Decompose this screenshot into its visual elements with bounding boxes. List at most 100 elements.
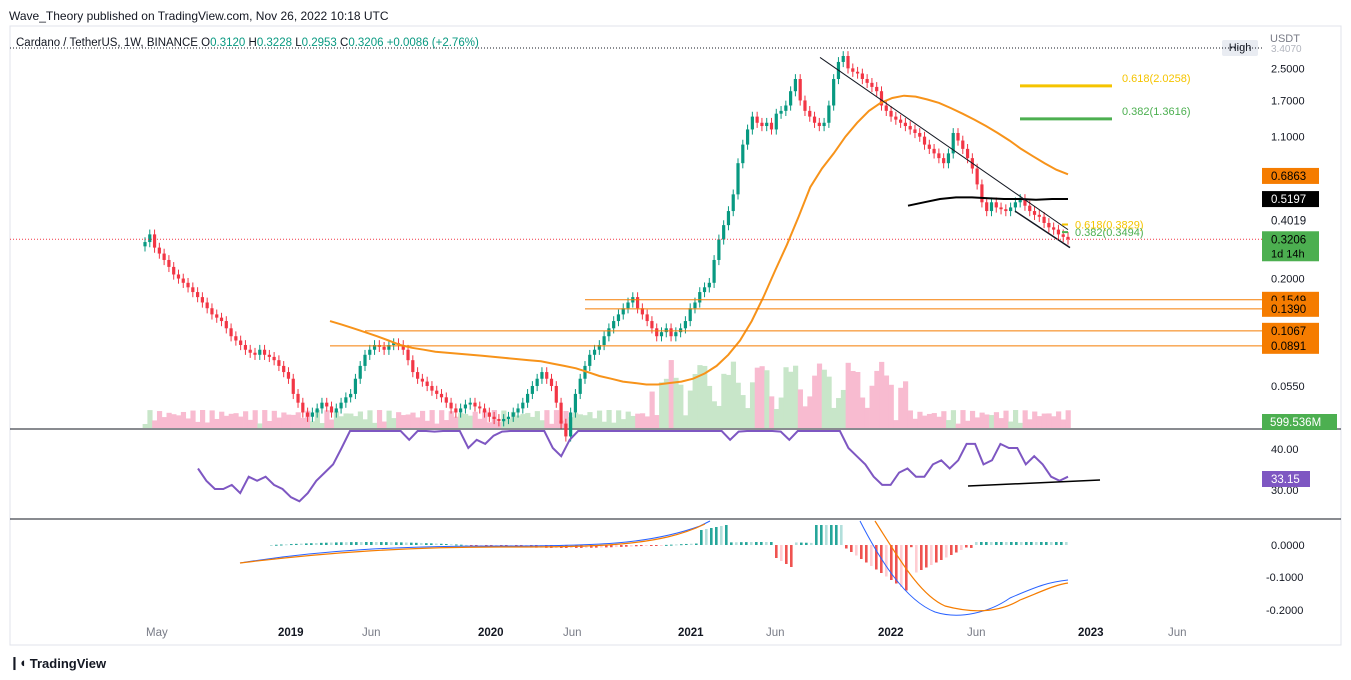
macd-bar	[935, 545, 938, 563]
candle-body	[855, 71, 860, 74]
candle-body	[698, 292, 702, 303]
candle-body	[573, 393, 578, 413]
macd-bar	[445, 543, 448, 545]
volume-bar	[989, 415, 995, 428]
volume-bar	[1051, 416, 1057, 428]
volume-bar	[639, 413, 646, 428]
volume-bar	[396, 412, 402, 428]
volume-bar	[587, 412, 593, 428]
candle-body	[430, 385, 434, 391]
macd-bar	[795, 542, 798, 545]
macd-bar	[465, 544, 468, 546]
candle-body	[530, 385, 534, 394]
candle-body	[401, 344, 405, 350]
symbol-name[interactable]: Cardano / TetherUS, 1W, BINANCE	[16, 37, 198, 49]
macd-bar	[600, 545, 603, 548]
volume-bar	[376, 410, 383, 428]
volume-bar	[759, 366, 765, 428]
volume-bar	[922, 415, 928, 428]
volume-bar	[424, 420, 430, 428]
macd-bar	[860, 545, 863, 559]
macd-axis: 0.0000 -0.1000 -0.2000	[1266, 540, 1305, 617]
time-axis-tick: Jun	[766, 627, 785, 639]
volume-bar	[659, 382, 665, 428]
candle-body	[258, 349, 262, 355]
fib-level-label: 0.618(2.0258)	[1122, 73, 1191, 85]
candle-body	[382, 346, 386, 350]
macd-bar	[325, 542, 328, 545]
macd-bar	[940, 545, 943, 560]
low-value: 0.2953	[301, 37, 337, 49]
candle-body	[439, 393, 444, 398]
volume-bar	[391, 418, 397, 428]
candle-body	[349, 393, 353, 398]
volume-bar	[778, 397, 784, 428]
volume-bar	[611, 422, 617, 428]
volume-bar	[1036, 416, 1043, 428]
candle-body	[406, 349, 410, 361]
volume-bar	[190, 410, 196, 428]
fib-level-label: 0.618(0.3829)	[1075, 219, 1144, 231]
candle-body	[731, 194, 735, 212]
candle-body	[368, 349, 372, 355]
candle-body	[1066, 236, 1070, 240]
candle-body	[602, 336, 606, 345]
price-label-box	[1262, 337, 1319, 354]
candle-body	[827, 105, 831, 123]
macd-bar	[685, 543, 688, 545]
candle-body	[554, 385, 558, 403]
volume-bar	[419, 410, 426, 428]
macd-bar	[285, 544, 288, 546]
candle-body	[1004, 209, 1008, 212]
volume-bar	[233, 413, 239, 428]
volume-bar	[405, 414, 411, 428]
candle-body	[239, 340, 243, 345]
volume-bar	[195, 421, 201, 428]
macd-bar	[755, 542, 758, 545]
volume-label-box	[1262, 414, 1337, 430]
macd-bar	[845, 545, 848, 549]
volume-bar	[549, 423, 555, 428]
volume-bar	[281, 412, 287, 428]
price-axis-tick: 0.0550	[1271, 381, 1305, 393]
volume-bar	[965, 420, 971, 428]
volume-bar	[166, 412, 172, 428]
candle-body	[640, 308, 644, 315]
volume-bar	[410, 412, 416, 428]
volume-bar	[644, 416, 650, 428]
volume-bar	[534, 411, 540, 428]
macd-bar	[965, 545, 968, 548]
volume-bar	[635, 413, 641, 428]
price-axis-tick: 1.7000	[1271, 95, 1305, 107]
candle-body	[1009, 207, 1013, 212]
price-label-box	[1262, 322, 1319, 339]
candle-body	[344, 397, 348, 403]
rsi-axis: 40.00 30.00	[1271, 444, 1299, 497]
macd-bar	[990, 542, 993, 545]
volume-bar	[171, 414, 177, 428]
volume-bar	[955, 423, 961, 428]
macd-axis-tick: -0.1000	[1266, 572, 1303, 584]
volume-bar	[309, 421, 316, 428]
macd-bar	[1025, 542, 1028, 545]
candle-body	[1037, 214, 1041, 217]
volume-bar	[324, 410, 330, 428]
symbol-legend[interactable]: Cardano / TetherUS, 1W, BINANCE O0.3120 …	[16, 37, 479, 49]
macd-bar	[855, 545, 858, 556]
volume-bar	[917, 411, 923, 428]
candle-body	[569, 412, 573, 437]
volume-bar	[864, 407, 870, 428]
macd-bar	[385, 542, 388, 545]
macd-bar	[930, 545, 933, 565]
time-axis-tick: Jun	[362, 627, 381, 639]
volume-bar	[931, 413, 937, 428]
volume-bar	[1027, 419, 1033, 428]
footer-logo[interactable]: ❙◖ TradingView	[9, 655, 106, 671]
candle-body	[798, 78, 802, 101]
candle-body	[659, 332, 664, 337]
volume-bar	[749, 382, 756, 428]
candle-body	[176, 274, 181, 279]
macd-bar	[950, 545, 953, 555]
volume-bar	[243, 411, 249, 428]
